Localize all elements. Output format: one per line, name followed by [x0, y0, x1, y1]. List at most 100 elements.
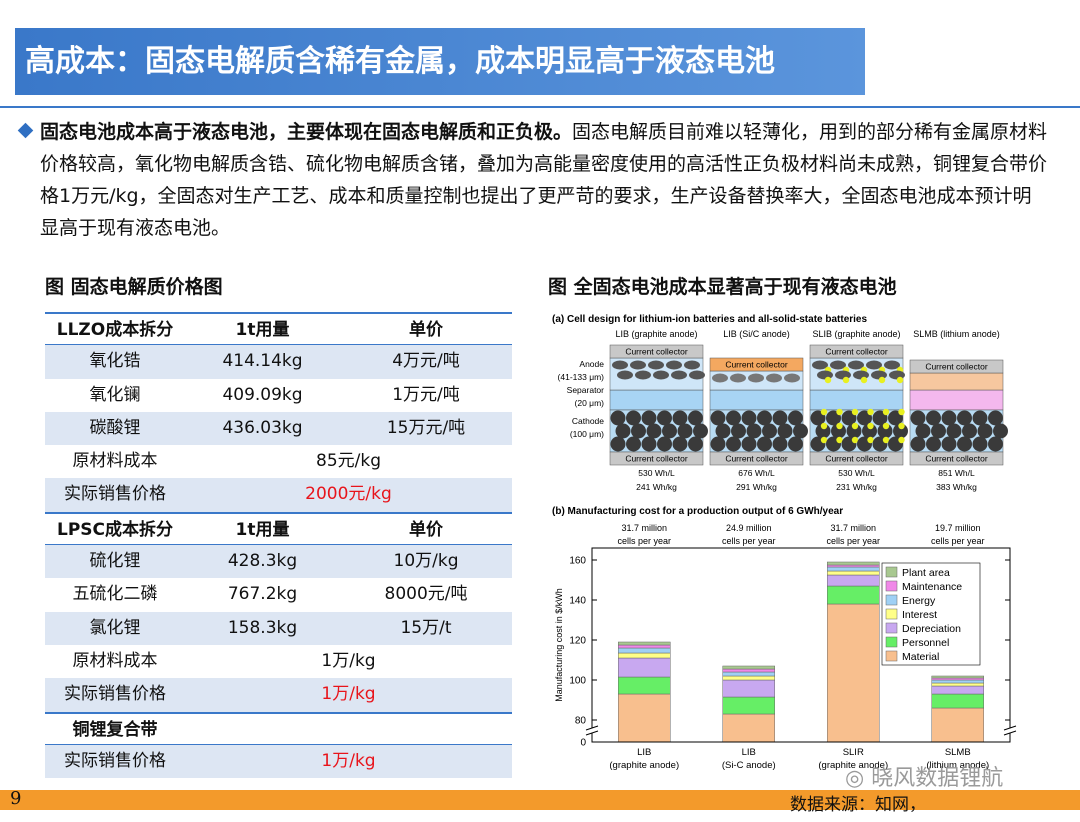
- plot-frame: [591, 547, 1011, 743]
- current-collector: [809, 344, 904, 359]
- table-cell: LLZO成本拆分: [56, 320, 174, 340]
- slide-title: 高成本：固态电解质含稀有金属，成本明显高于液态电池: [25, 44, 775, 79]
- legend-label: Plant area: [902, 567, 950, 579]
- bar-segment: [722, 675, 775, 681]
- energy-density: 291 Wh/kg: [736, 482, 777, 492]
- cathode-particle: [788, 436, 803, 452]
- bar-segment: [827, 564, 880, 568]
- annotation: cells per year: [826, 536, 880, 546]
- bar-segment: [618, 641, 671, 646]
- axis-break-gap: [587, 728, 597, 733]
- axis-break-mark: [585, 725, 599, 736]
- table-cell: 硫化锂: [89, 551, 141, 572]
- figure-title: 图 全固态电池成本显著高于现有液态电池: [548, 276, 897, 298]
- column-label: LIB (graphite anode): [615, 329, 697, 339]
- table-cell: 1t用量: [235, 519, 290, 540]
- cathode-particle: [941, 410, 957, 426]
- cathode-particle: [631, 423, 646, 439]
- column-label: LIB (Si/C anode): [723, 329, 790, 339]
- cathode-particle: [962, 423, 977, 439]
- legend-label: Maintenance: [902, 581, 962, 593]
- bar-segment: [931, 677, 984, 681]
- collector-label: Current collector: [625, 347, 688, 357]
- table-row: 氧化锆 414.14kg 4万元/吨: [45, 345, 512, 379]
- cathode-particle: [741, 436, 757, 452]
- current-collector: [909, 451, 1004, 466]
- current-collector: [809, 451, 904, 466]
- cathode-particle: [710, 436, 726, 452]
- annotation: 19.7 million: [935, 523, 981, 533]
- cathode-particle: [993, 423, 1008, 439]
- current-collector: [909, 359, 1004, 374]
- collector-label: Current collector: [925, 362, 988, 372]
- y-axis-label: Manufacturing cost in $/kWh: [554, 588, 564, 702]
- table-cell: 氯化锂: [89, 617, 141, 638]
- table-cell: 436.03kg: [222, 417, 303, 438]
- layer-label: (20 μm): [575, 398, 605, 408]
- table-cell: 767.2kg: [227, 584, 298, 605]
- cathode-particle: [731, 423, 746, 439]
- bar-segment: [618, 644, 671, 649]
- cathode-particle: [941, 436, 957, 452]
- table-cell: 10万/kg: [393, 551, 459, 572]
- electrolyte-particle: [882, 408, 890, 416]
- chart-title: (b) Manufacturing cost for a production …: [552, 506, 843, 517]
- page-number: 9: [10, 788, 22, 809]
- cathode-particle: [610, 410, 626, 426]
- table-cell: 15万元/吨: [386, 417, 466, 438]
- table-row: 氧化镧 409.09kg 1万元/吨: [45, 379, 512, 412]
- bar-segment: [827, 561, 880, 566]
- anode-particle: [617, 370, 633, 380]
- electrolyte-particle: [836, 408, 843, 416]
- bar-segment: [618, 657, 671, 678]
- energy-density: 530 Wh/L: [838, 468, 875, 478]
- table-row: 原材料成本 85元/kg: [45, 445, 512, 478]
- energy-density: 241 Wh/kg: [636, 482, 677, 492]
- bullet-text: 固态电池成本高于液态电池，主要体现在固态电解质和正负极。固态电解质目前难以轻薄化…: [40, 116, 1050, 244]
- legend-label: Interest: [902, 609, 937, 621]
- table-row: 实际销售价格 2000元/kg: [45, 478, 512, 512]
- source: 数据来源：知网，: [790, 795, 926, 815]
- cathode-particle: [726, 436, 741, 452]
- bar-segment: [618, 647, 671, 654]
- legend-label: Depreciation: [902, 623, 961, 635]
- anode-particle: [748, 373, 764, 383]
- cathode-particle: [677, 423, 693, 439]
- energy-density: 231 Wh/kg: [836, 482, 877, 492]
- figure: (a) Cell design for lithium-ion batterie…: [552, 314, 1017, 771]
- energy-density: 851 Wh/L: [938, 468, 975, 478]
- separator: [609, 389, 704, 411]
- watermark-text: 晓风数据锂航: [871, 766, 1004, 791]
- cathode-particle: [777, 423, 793, 439]
- footer-bar: [0, 790, 1080, 810]
- electrolyte-particle: [867, 408, 874, 416]
- bar-segment: [931, 675, 984, 679]
- cathode-particle: [610, 436, 626, 452]
- table-cell: 428.3kg: [227, 551, 298, 572]
- table-cell: 原材料成本: [72, 650, 158, 671]
- cathode-particle: [762, 423, 777, 439]
- electrolyte-particle: [851, 408, 859, 416]
- price-table: LLZO成本拆分 1t用量 单价 氧化锆 414.14kg 4万元/吨 氧化镧 409.09k…: [45, 312, 512, 779]
- cathode-particle: [972, 436, 988, 452]
- annotation: 24.9 million: [726, 523, 772, 533]
- cathode-particle: [626, 436, 641, 452]
- legend-label: Material: [902, 651, 939, 663]
- anode-particle: [866, 360, 882, 370]
- x-tick-label: LIB: [742, 747, 756, 758]
- anode-particle: [712, 373, 728, 383]
- cathode-particle: [946, 423, 962, 439]
- current-collector: [609, 344, 704, 359]
- cathode-particle: [772, 436, 788, 452]
- cathode-particle: [915, 423, 931, 439]
- table-cell: 氧化镧: [89, 384, 141, 405]
- x-tick-label: SLMB: [945, 747, 971, 758]
- bar-segment: [722, 713, 775, 743]
- bar-segment: [722, 679, 775, 698]
- cathode-particle: [615, 423, 631, 439]
- collector-label: Current collector: [825, 347, 888, 357]
- cathode-particle: [788, 410, 803, 426]
- axis-break-mark: [1003, 725, 1017, 736]
- table-cell: 1万/kg: [321, 684, 376, 705]
- energy-density: 383 Wh/kg: [936, 482, 977, 492]
